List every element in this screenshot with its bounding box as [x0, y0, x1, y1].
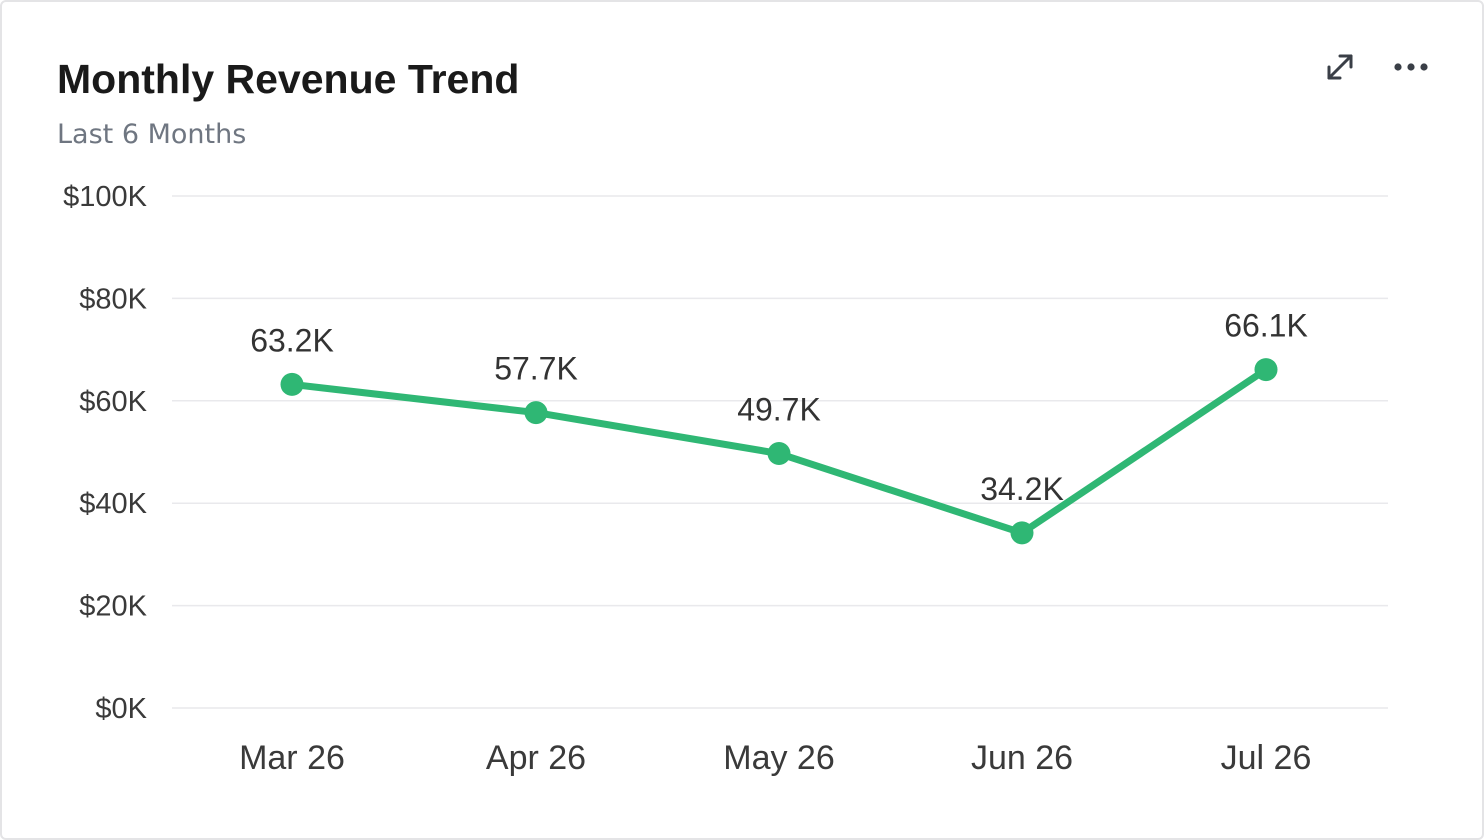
data-point[interactable]	[280, 372, 304, 396]
y-tick-label: $0K	[95, 693, 147, 725]
data-label: 49.7K	[737, 392, 821, 428]
y-tick-label: $60K	[79, 386, 147, 418]
data-label: 66.1K	[1224, 308, 1308, 344]
data-point[interactable]	[524, 401, 548, 425]
x-tick-label: Mar 26	[239, 739, 345, 777]
chart-title: Monthly Revenue Trend	[57, 56, 520, 102]
data-point[interactable]	[1010, 521, 1034, 545]
data-label: 63.2K	[250, 322, 334, 358]
gridlines	[172, 195, 1388, 709]
data-labels: 63.2K 57.7K 49.7K 34.2K 66.1K	[250, 308, 1308, 507]
x-tick-label: Apr 26	[486, 739, 586, 777]
x-tick-label: Jul 26	[1221, 739, 1312, 777]
x-axis-ticks: Mar 26 Apr 26 May 26 Jun 26 Jul 26	[239, 739, 1311, 777]
y-tick-label: $80K	[79, 283, 147, 315]
more-options-icon	[1394, 63, 1428, 71]
expand-button[interactable]	[1319, 46, 1361, 88]
data-label: 57.7K	[494, 351, 578, 387]
y-tick-label: $40K	[79, 488, 147, 520]
y-axis-ticks: $0K $20K $40K $60K $80K $100K	[63, 181, 148, 725]
x-tick-label: Jun 26	[971, 739, 1073, 777]
data-point[interactable]	[1254, 358, 1278, 382]
chart-subtitle: Last 6 Months	[57, 119, 247, 150]
expand-icon	[1327, 54, 1353, 80]
data-point[interactable]	[767, 442, 791, 466]
y-tick-label: $20K	[79, 591, 147, 623]
more-options-button[interactable]	[1390, 46, 1432, 88]
x-tick-label: May 26	[723, 739, 835, 777]
series-points	[280, 358, 1278, 545]
data-label: 34.2K	[980, 471, 1064, 507]
y-tick-label: $100K	[63, 181, 148, 213]
